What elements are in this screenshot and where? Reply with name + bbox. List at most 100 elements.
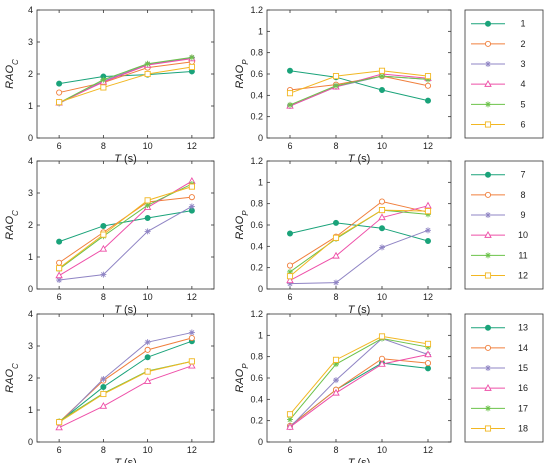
data-point <box>100 271 107 278</box>
panel-4: 0 0.2 0.4 0.6 0.8 1 1.2 6 8 10 12 T (s) RAOP <box>234 156 452 316</box>
data-point <box>144 354 151 361</box>
data-point <box>286 422 294 430</box>
y-tick-label: 0.8 <box>250 199 263 209</box>
legend-entry-4: 4 <box>471 79 526 89</box>
data-point <box>286 411 294 418</box>
series-11 <box>56 181 195 273</box>
legend-box <box>464 313 544 443</box>
legend-marker <box>484 20 491 27</box>
data-point <box>425 227 431 234</box>
data-point <box>144 368 151 375</box>
x-tick-label: 6 <box>287 141 292 151</box>
series-18 <box>286 333 432 418</box>
y-tick-label: 0.8 <box>250 48 263 58</box>
legend-entry-9: 9 <box>471 210 526 220</box>
data-point <box>100 375 107 382</box>
y-tick-label: 0.6 <box>250 373 263 383</box>
data-point <box>100 390 107 398</box>
data-point <box>378 198 386 205</box>
y-tick-label: 1 <box>258 330 263 340</box>
legend-marker <box>485 252 491 259</box>
data-point <box>378 207 386 214</box>
series-line <box>58 66 192 103</box>
data-point <box>286 276 294 284</box>
data-point <box>99 402 108 409</box>
legend-entry-17: 17 <box>471 403 528 413</box>
y-tick-label: 3 <box>28 37 33 47</box>
data-point <box>425 76 431 83</box>
legend-marker <box>484 80 492 87</box>
y-tick-label: 0 <box>28 133 33 143</box>
legend-label: 9 <box>520 210 525 220</box>
data-point <box>378 333 386 340</box>
data-point <box>56 277 63 284</box>
data-point <box>286 262 294 269</box>
series-7 <box>56 207 195 245</box>
data-point <box>56 238 63 245</box>
y-tick-label: 1 <box>28 101 33 111</box>
data-point <box>378 87 385 94</box>
data-point <box>100 84 107 91</box>
data-point <box>286 67 293 74</box>
data-point <box>378 213 386 221</box>
y-tick-label: 1 <box>258 26 263 36</box>
data-point <box>144 339 151 346</box>
x-tick-label: 6 <box>57 292 62 302</box>
legend-entry-15: 15 <box>471 363 528 373</box>
series-line <box>289 200 429 266</box>
series-line <box>58 360 192 422</box>
data-point <box>332 388 340 396</box>
y-tick-label: 3 <box>28 188 33 198</box>
x-tick-label: 10 <box>377 141 387 151</box>
legend-entry-14: 14 <box>471 343 528 353</box>
y-tick-label: 0.4 <box>250 241 263 251</box>
data-point <box>424 360 432 367</box>
data-point <box>188 63 195 71</box>
data-point <box>144 197 151 204</box>
data-point <box>332 73 340 80</box>
x-tick-label: 10 <box>377 292 387 302</box>
data-point <box>188 203 195 210</box>
legend-label: 7 <box>520 170 525 180</box>
legend-marker <box>485 212 491 219</box>
x-tick-label: 12 <box>423 292 433 302</box>
data-point <box>333 279 339 286</box>
panel-2: 0 0.2 0.4 0.6 0.8 1 1.2 6 8 10 12 T (s) RAOP <box>234 5 452 165</box>
legend-entry-6: 6 <box>471 119 526 129</box>
series-9 <box>287 227 431 287</box>
data-point <box>424 237 431 244</box>
legend-label: 10 <box>518 230 528 240</box>
data-point <box>144 202 151 209</box>
y-tick-label: 3 <box>28 341 33 351</box>
data-point <box>425 211 431 218</box>
x-tick-label: 10 <box>143 141 153 151</box>
data-point <box>379 244 385 251</box>
y-tick-label: 0.2 <box>250 416 263 426</box>
series-14 <box>56 334 195 426</box>
legend-marker <box>484 324 491 331</box>
data-point <box>100 383 107 390</box>
data-point <box>188 361 196 369</box>
data-point <box>188 54 195 61</box>
series-12 <box>56 183 195 272</box>
data-point <box>332 234 340 241</box>
legend-entry-5: 5 <box>471 99 526 109</box>
data-point <box>55 271 63 279</box>
data-point <box>144 60 151 67</box>
plot-frame <box>36 160 215 290</box>
x-axis-label: T (s) <box>114 457 137 463</box>
legend-label: 17 <box>518 403 528 413</box>
data-point <box>55 423 63 431</box>
x-tick-label: 10 <box>377 445 387 455</box>
x-tick-label: 10 <box>143 445 153 455</box>
y-tick-label: 2 <box>28 220 33 230</box>
series-line <box>59 61 192 94</box>
y-tick-label: 0 <box>28 284 33 294</box>
panel-6: 0 0.2 0.4 0.6 0.8 1 1.2 6 8 10 12 T (s) RAOP <box>234 309 452 463</box>
legend-marker <box>485 405 491 412</box>
series-line <box>58 58 192 104</box>
y-axis-label: RAOP <box>234 210 250 240</box>
data-point <box>56 80 63 87</box>
